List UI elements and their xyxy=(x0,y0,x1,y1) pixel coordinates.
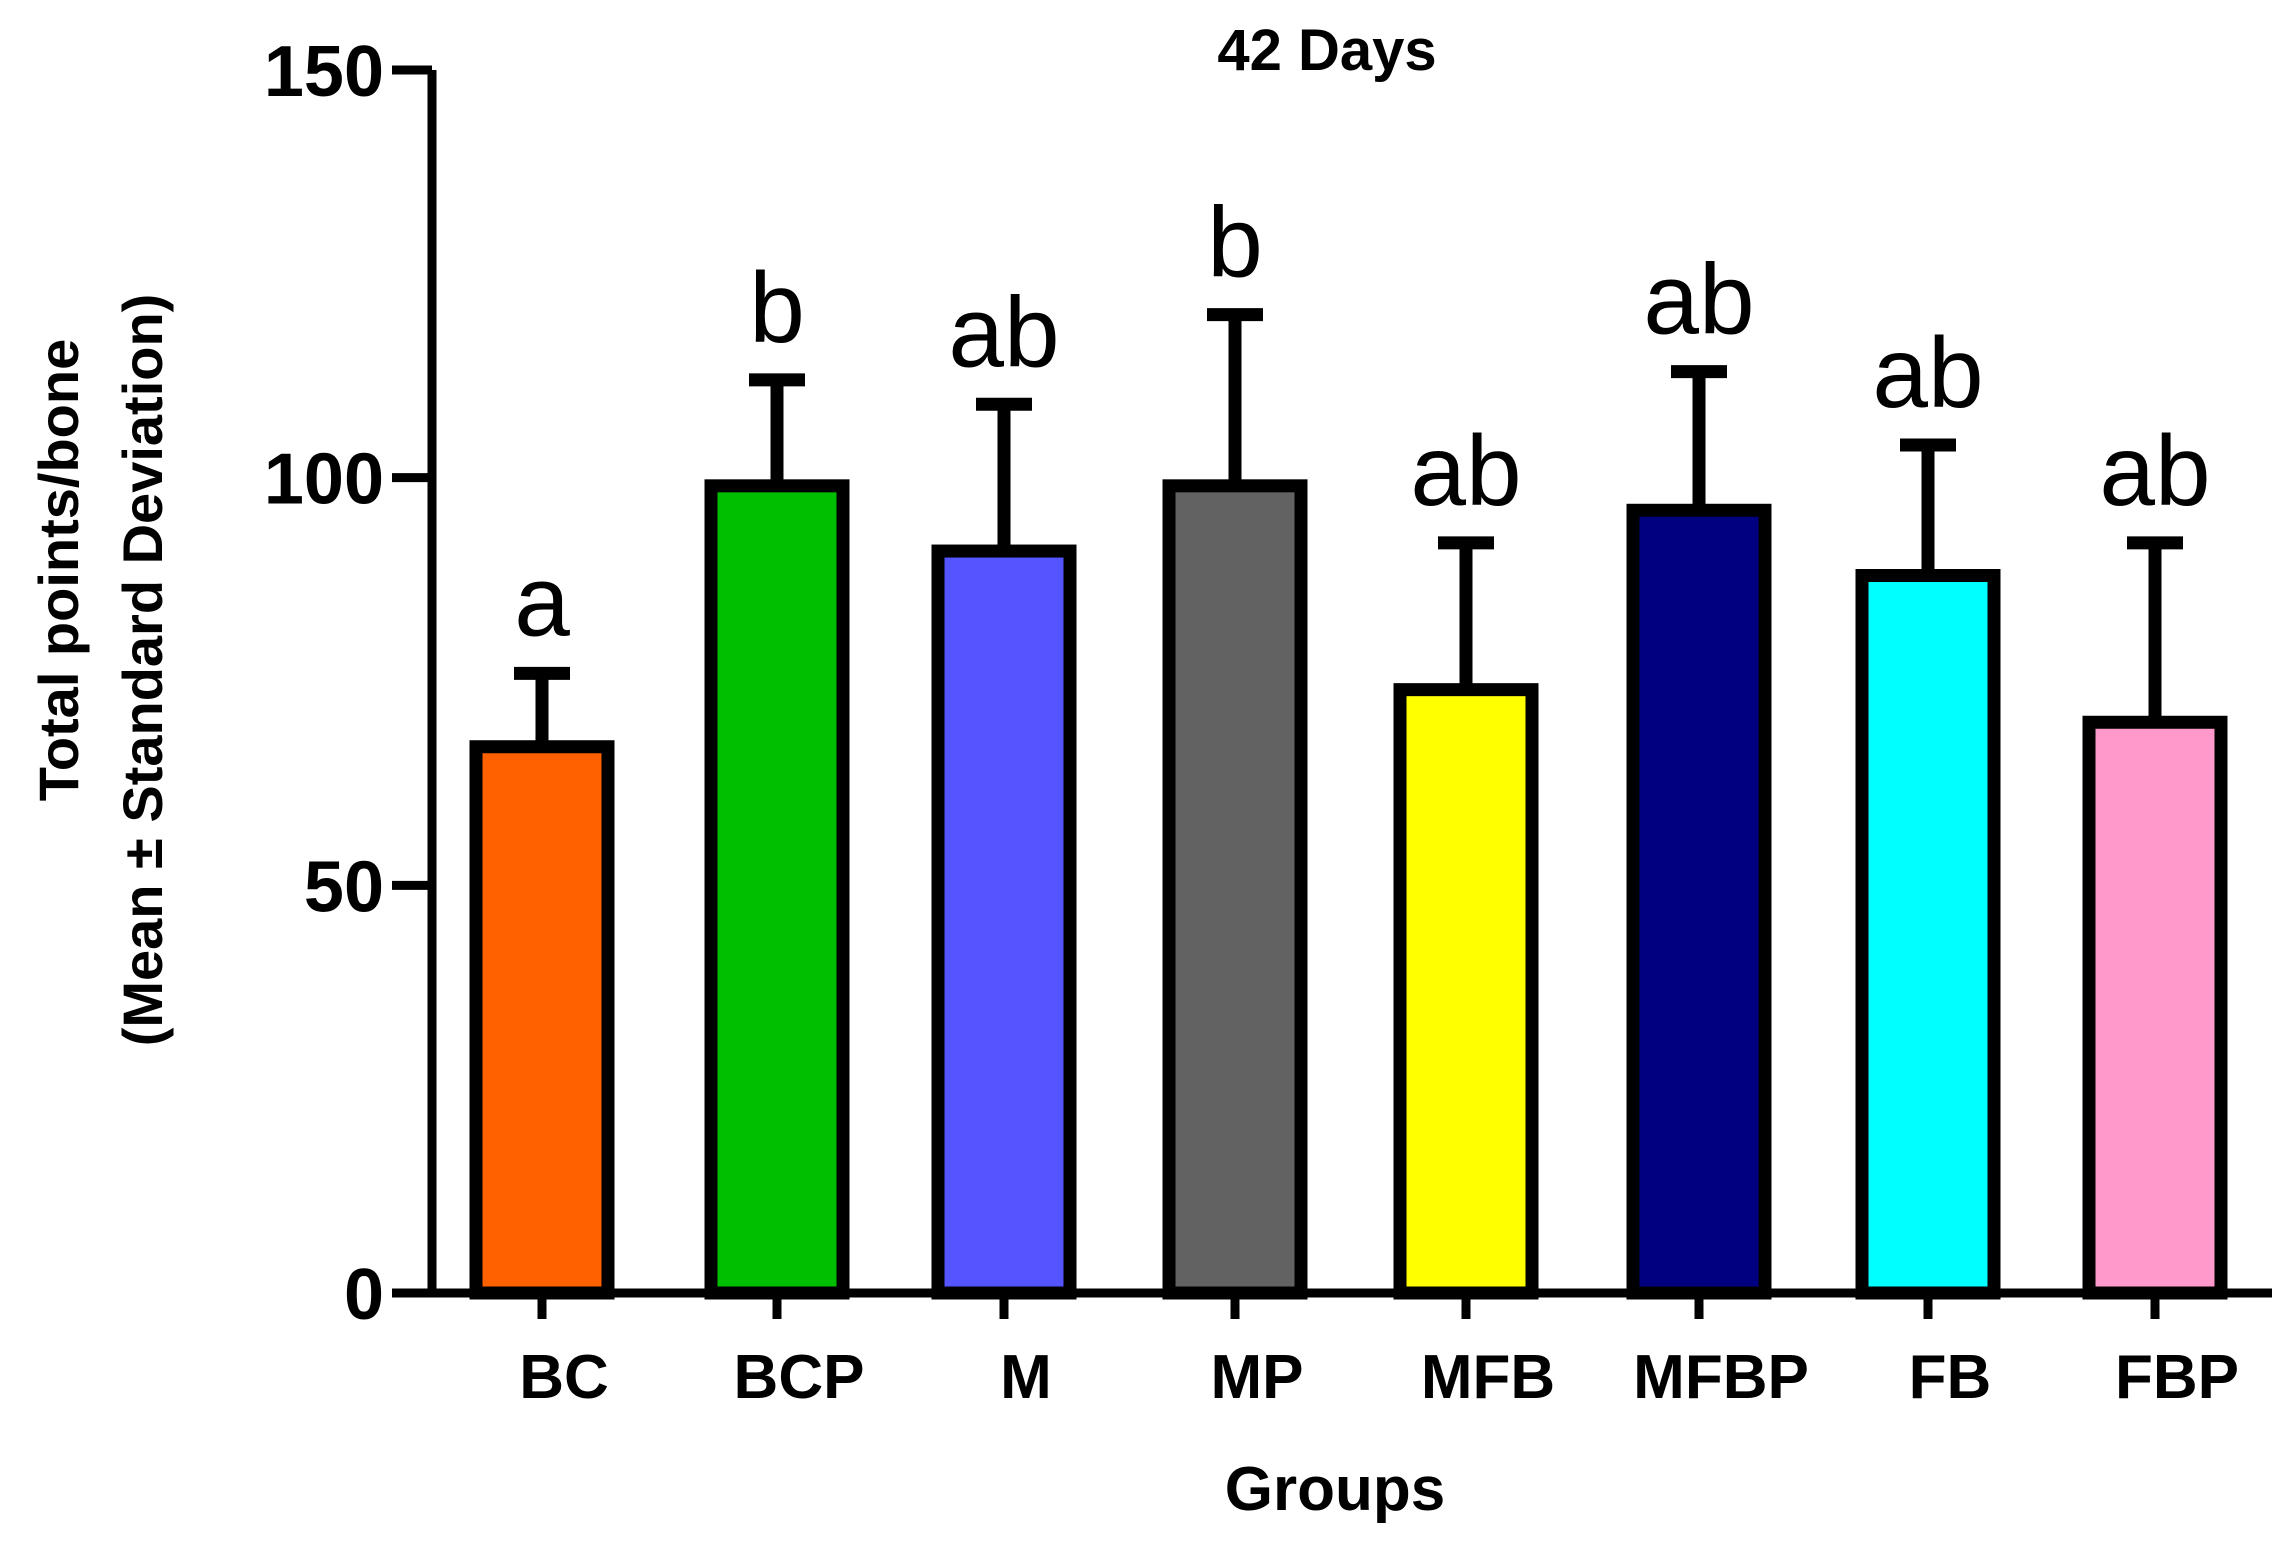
significance-label-fb: ab xyxy=(1872,317,1983,429)
category-label-mfbp: MFBP xyxy=(1633,1343,1809,1412)
bar-fbp xyxy=(2082,715,2228,1300)
significance-label-bcp: b xyxy=(749,252,805,364)
axes-layer xyxy=(392,65,2272,1319)
significance-label-bc: a xyxy=(514,545,570,657)
category-label-bcp: BCP xyxy=(734,1343,865,1412)
category-label-mp: MP xyxy=(1211,1343,1304,1412)
significance-label-mfbp: ab xyxy=(1643,244,1754,356)
y-axis-label: Total points/bone (Mean ± Standard Devia… xyxy=(27,294,174,1047)
bar-mp xyxy=(1162,479,1308,1300)
bar-bc xyxy=(469,740,615,1300)
bar-mfbp xyxy=(1626,503,1772,1300)
labels-layer: a BC b BCP ab Mb MP ab MFB ab MFBP ab FB ab FBP 0 50 100 1… xyxy=(264,32,2239,1412)
significance-label-mfb: ab xyxy=(1410,415,1521,527)
category-label-m: M xyxy=(1000,1343,1052,1412)
bar-m xyxy=(931,544,1077,1300)
bar-fb xyxy=(1855,569,2001,1300)
bar-bcp xyxy=(704,479,850,1300)
category-label-fb: FB xyxy=(1909,1343,1992,1412)
chart-title: 42 Days xyxy=(1217,18,1436,83)
category-label-mfb: MFB xyxy=(1421,1343,1555,1412)
y-tick-label-0: 0 xyxy=(344,1255,384,1335)
significance-label-fbp: ab xyxy=(2099,415,2210,527)
y-axis-label-line-1: Total points/bone xyxy=(27,339,90,801)
category-label-fbp: FBP xyxy=(2115,1343,2239,1412)
significance-label-mp: b xyxy=(1207,187,1263,299)
bars-layer xyxy=(469,479,2228,1300)
category-label-bc: BC xyxy=(519,1343,609,1412)
y-tick-label-150: 150 xyxy=(264,32,384,112)
bar-mfb xyxy=(1393,683,1539,1300)
y-tick-label-100: 100 xyxy=(264,440,384,520)
y-axis-label-line-2: (Mean ± Standard Deviation) xyxy=(111,294,174,1047)
significance-label-m: ab xyxy=(948,276,1059,388)
x-axis-label: Groups xyxy=(1225,1455,1445,1524)
y-tick-label-50: 50 xyxy=(304,847,384,927)
error-bars-layer xyxy=(514,308,2183,747)
